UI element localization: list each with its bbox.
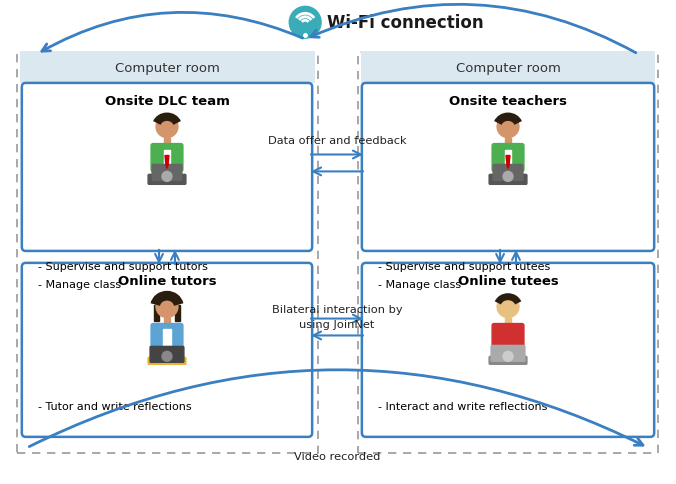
FancyBboxPatch shape	[148, 358, 186, 364]
Text: - Supervise and support tutees: - Supervise and support tutees	[378, 261, 550, 272]
Text: - Manage class: - Manage class	[38, 279, 121, 289]
Text: Video recorded: Video recorded	[294, 451, 380, 461]
Bar	[163, 330, 171, 349]
FancyBboxPatch shape	[362, 84, 654, 251]
Bar	[505, 150, 511, 170]
Bar	[20, 52, 315, 84]
Bar	[175, 305, 180, 321]
FancyBboxPatch shape	[489, 357, 527, 364]
Text: Computer room: Computer room	[456, 61, 560, 75]
Text: - Supervise and support tutors: - Supervise and support tutors	[38, 261, 208, 272]
FancyBboxPatch shape	[362, 263, 654, 437]
Text: Onsite DLC team: Onsite DLC team	[105, 95, 229, 108]
Circle shape	[497, 117, 519, 138]
Text: Onsite teachers: Onsite teachers	[449, 95, 567, 108]
Bar	[164, 138, 170, 143]
FancyBboxPatch shape	[151, 324, 183, 352]
Bar	[164, 150, 170, 170]
Text: Online tutees: Online tutees	[458, 275, 558, 287]
Bar	[505, 318, 511, 323]
FancyBboxPatch shape	[492, 144, 524, 172]
FancyBboxPatch shape	[491, 346, 525, 362]
Text: Wi-Fi connection: Wi-Fi connection	[327, 14, 484, 32]
Circle shape	[162, 172, 172, 182]
FancyBboxPatch shape	[22, 84, 312, 251]
Text: - Manage class: - Manage class	[378, 279, 461, 289]
FancyBboxPatch shape	[151, 144, 183, 172]
FancyArrowPatch shape	[311, 315, 361, 323]
FancyBboxPatch shape	[489, 175, 527, 185]
Circle shape	[162, 352, 172, 362]
FancyArrowPatch shape	[310, 5, 636, 54]
Text: - Tutor and write reflections: - Tutor and write reflections	[38, 401, 191, 411]
Bar	[154, 305, 159, 321]
FancyArrowPatch shape	[171, 253, 179, 265]
FancyArrowPatch shape	[42, 14, 303, 52]
FancyBboxPatch shape	[152, 165, 182, 181]
FancyBboxPatch shape	[493, 165, 523, 181]
Circle shape	[503, 172, 513, 182]
Text: Bilateral interaction by
using JoinNet: Bilateral interaction by using JoinNet	[272, 304, 402, 329]
Text: Data offer and feedback: Data offer and feedback	[268, 136, 406, 145]
Polygon shape	[165, 156, 169, 169]
Circle shape	[156, 117, 178, 138]
Bar	[164, 318, 170, 323]
Circle shape	[503, 352, 513, 362]
Bar	[358, 53, 658, 453]
FancyArrowPatch shape	[155, 250, 163, 262]
Bar	[361, 52, 655, 84]
FancyArrowPatch shape	[311, 151, 361, 159]
FancyBboxPatch shape	[150, 347, 184, 363]
Circle shape	[289, 7, 321, 39]
Bar	[17, 53, 318, 453]
Text: Computer room: Computer room	[115, 61, 220, 75]
Circle shape	[497, 296, 519, 318]
Bar	[505, 138, 511, 143]
FancyBboxPatch shape	[148, 175, 186, 185]
Circle shape	[156, 296, 178, 318]
FancyArrowPatch shape	[313, 168, 363, 176]
Text: Online tutors: Online tutors	[118, 275, 216, 287]
Text: - Interact and write reflections: - Interact and write reflections	[378, 401, 547, 411]
Polygon shape	[506, 156, 510, 169]
FancyArrowPatch shape	[29, 370, 643, 447]
FancyBboxPatch shape	[492, 324, 524, 352]
FancyArrowPatch shape	[496, 250, 504, 262]
FancyArrowPatch shape	[512, 253, 520, 265]
FancyBboxPatch shape	[22, 263, 312, 437]
FancyArrowPatch shape	[313, 332, 363, 340]
